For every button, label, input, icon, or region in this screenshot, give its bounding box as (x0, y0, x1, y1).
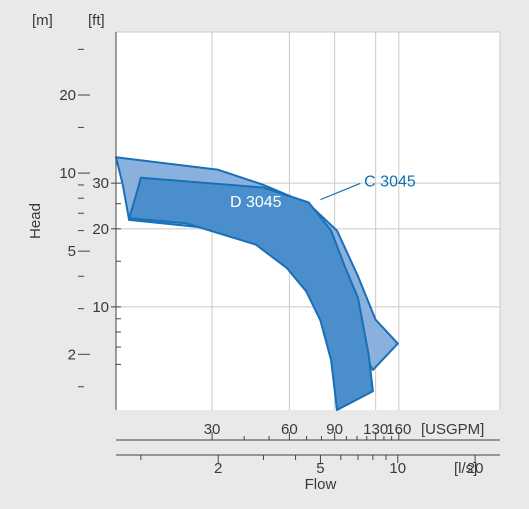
y-tick-label-ft: 30 (92, 175, 109, 192)
x-tick-label-ls: 20 (467, 460, 484, 477)
y-unit-m: [m] (32, 12, 53, 29)
x-tick-label-ls: 2 (214, 460, 222, 477)
annotation-label: C 3045 (364, 173, 416, 190)
y-tick-label-ft: 20 (92, 221, 109, 238)
y-tick-label-m: 10 (59, 165, 76, 182)
x-tick-label-ls: 10 (389, 460, 406, 477)
series-area-d-3045 (128, 176, 374, 411)
x-unit-usgpm: [USGPM] (421, 421, 484, 438)
x-tick-label-usgpm: 90 (326, 421, 343, 438)
annotation-label: D 3045 (230, 194, 282, 211)
y-tick-label-ft: 10 (92, 299, 109, 316)
annotation-pointer (320, 182, 361, 201)
labels: [m] [ft] Head [USGPM] [l/s] Flow C 3045 D 3045 (27, 12, 484, 493)
y-tick-label-m: 2 (68, 346, 76, 363)
y-tick-label-m: 20 (59, 87, 76, 104)
y-unit-ft: [ft] (88, 12, 105, 29)
x-tick-label-usgpm: 160 (386, 421, 411, 438)
y-axis-title: Head (27, 203, 44, 239)
x-tick-label-usgpm: 60 (281, 421, 298, 438)
x-unit-ls: [l/s] (454, 460, 477, 477)
x-tick-label-usgpm: 130 (363, 421, 388, 438)
x-tick-label-usgpm: 30 (204, 421, 221, 438)
x-axis-title: Flow (305, 476, 337, 493)
series-layer (115, 156, 399, 411)
x-tick-label-ls: 5 (316, 460, 324, 477)
y-tick-label-m: 5 (68, 243, 76, 260)
